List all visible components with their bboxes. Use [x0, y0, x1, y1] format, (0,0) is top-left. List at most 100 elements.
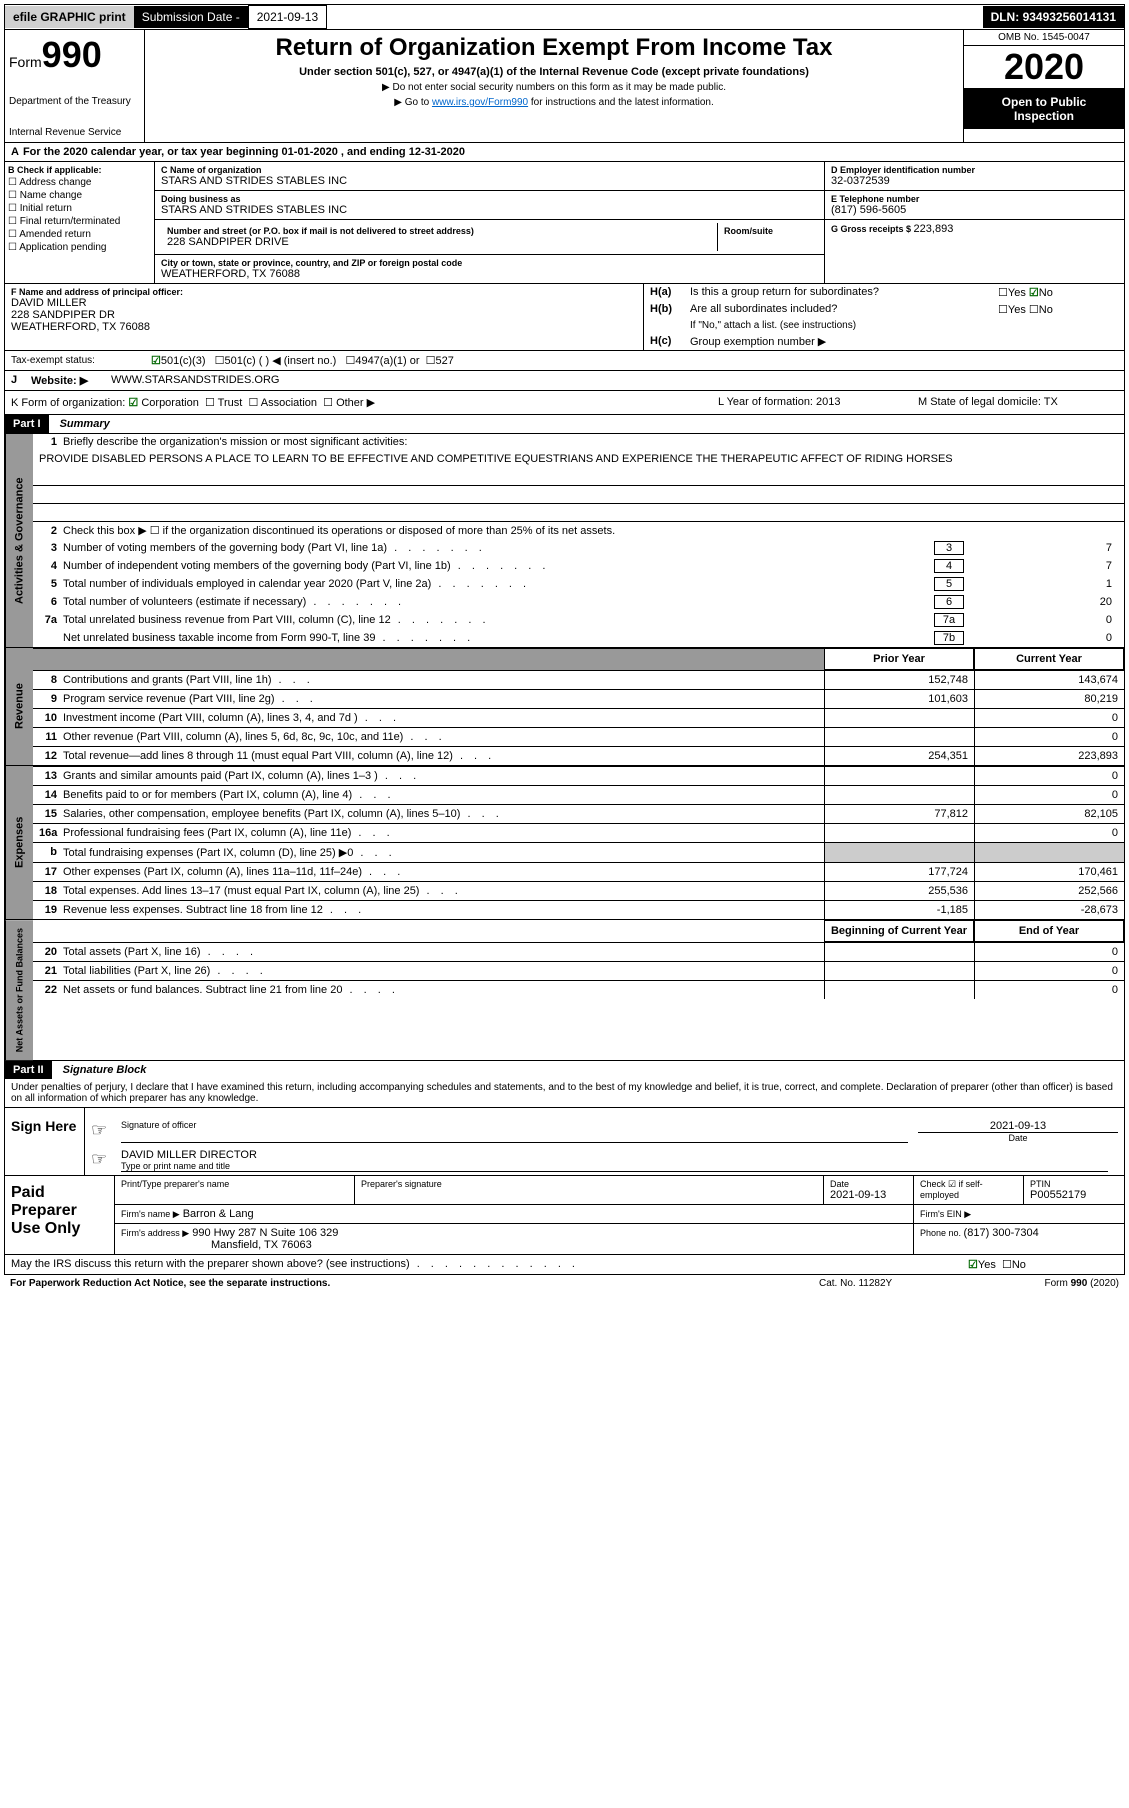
- summary-line: 6Total number of volunteers (estimate if…: [33, 593, 1124, 611]
- section-i-status: Tax-exempt status: ☑ 501(c)(3) ☐ 501(c) …: [5, 351, 1124, 370]
- form-main-title: Return of Organization Exempt From Incom…: [149, 34, 959, 62]
- expense-line: bTotal fundraising expenses (Part IX, co…: [33, 842, 1124, 862]
- section-h: H(a) Is this a group return for subordin…: [644, 284, 1124, 350]
- part-1-header: Part I: [5, 415, 49, 433]
- net-assets-line: 22Net assets or fund balances. Subtract …: [33, 980, 1124, 999]
- firm-addr1: 990 Hwy 287 N Suite 106 329: [192, 1227, 338, 1239]
- end-year-header: End of Year: [974, 920, 1124, 942]
- part-1-title: Summary: [52, 418, 110, 430]
- checkbox-final-return[interactable]: ☐ Final return/terminated: [8, 216, 151, 227]
- form-label: Form: [9, 54, 42, 70]
- ein-value: 32-0372539: [831, 175, 1118, 187]
- declaration-text: Under penalties of perjury, I declare th…: [5, 1079, 1124, 1107]
- org-street: 228 SANDPIPER DRIVE: [167, 236, 711, 248]
- section-k-l-m: K Form of organization: ☑ Corporation ☐ …: [4, 391, 1125, 415]
- expense-line: 15Salaries, other compensation, employee…: [33, 804, 1124, 823]
- expense-line: 19Revenue less expenses. Subtract line 1…: [33, 900, 1124, 919]
- sections-b-through-g: B Check if applicable: ☐ Address change …: [4, 162, 1125, 284]
- begin-year-header: Beginning of Current Year: [824, 920, 974, 942]
- gross-receipts: 223,893: [914, 223, 954, 235]
- irs-link[interactable]: www.irs.gov/Form990: [432, 97, 528, 108]
- org-city: WEATHERFORD, TX 76088: [161, 268, 818, 280]
- section-a-tax-year: AFor the 2020 calendar year, or tax year…: [4, 143, 1125, 162]
- ha-yes-no[interactable]: ☐Yes ☑No: [998, 286, 1118, 299]
- form-title-cell: Return of Organization Exempt From Incom…: [145, 30, 964, 142]
- summary-line: 7aTotal unrelated business revenue from …: [33, 611, 1124, 629]
- mission-text: PROVIDE DISABLED PERSONS A PLACE TO LEAR…: [33, 450, 1124, 468]
- checkbox-application-pending[interactable]: ☐ Application pending: [8, 242, 151, 253]
- form-number: 990: [42, 34, 102, 75]
- revenue-line: 12Total revenue—add lines 8 through 11 (…: [33, 746, 1124, 765]
- vert-label-expenses: Expenses: [5, 766, 33, 919]
- signature-field[interactable]: Signature of officer: [121, 1120, 908, 1143]
- check-icon: ☑: [151, 354, 161, 367]
- year-cell: OMB No. 1545-0047 2020 Open to Public In…: [964, 30, 1124, 142]
- submission-date-value: 2021-09-13: [248, 5, 327, 29]
- summary-line: 4Number of independent voting members of…: [33, 557, 1124, 575]
- checkbox-address-change[interactable]: ☐ Address change: [8, 177, 151, 188]
- expense-line: 18Total expenses. Add lines 13–17 (must …: [33, 881, 1124, 900]
- firm-addr2: Mansfield, TX 76063: [121, 1239, 907, 1251]
- firm-phone: (817) 300-7304: [964, 1227, 1039, 1239]
- part-2: Part II Signature Block Under penalties …: [4, 1061, 1125, 1275]
- expense-line: 16aProfessional fundraising fees (Part I…: [33, 823, 1124, 842]
- summary-line: Net unrelated business taxable income fr…: [33, 629, 1124, 647]
- revenue-line: 9Program service revenue (Part VIII, lin…: [33, 689, 1124, 708]
- dept-irs: Internal Revenue Service: [9, 127, 140, 138]
- self-employed-check[interactable]: Check ☑ if self-employed: [914, 1176, 1024, 1204]
- current-year-header: Current Year: [974, 648, 1124, 670]
- checkbox-amended-return[interactable]: ☐ Amended return: [8, 229, 151, 240]
- sig-date: 2021-09-13 Date: [918, 1120, 1118, 1143]
- officer-name: DAVID MILLER: [11, 297, 637, 309]
- checkbox-initial-return[interactable]: ☐ Initial return: [8, 203, 151, 214]
- efile-label: efile GRAPHIC print: [5, 6, 134, 28]
- sign-here-label: Sign Here: [5, 1108, 85, 1175]
- form-instr1: ▶ Do not enter social security numbers o…: [149, 82, 959, 93]
- part-2-title: Signature Block: [55, 1064, 147, 1076]
- summary-line: 3Number of voting members of the governi…: [33, 539, 1124, 557]
- net-assets-line: 21Total liabilities (Part X, line 26) . …: [33, 961, 1124, 980]
- vert-label-revenue: Revenue: [5, 648, 33, 765]
- form-header: Form990 Department of the Treasury Inter…: [4, 30, 1125, 143]
- dln-box: DLN: 93493256014131: [983, 6, 1124, 28]
- discuss-yes-no[interactable]: ☑Yes ☐No: [968, 1258, 1118, 1271]
- section-b-checkboxes: B Check if applicable: ☐ Address change …: [5, 162, 155, 283]
- form-number-cell: Form990 Department of the Treasury Inter…: [5, 30, 145, 142]
- open-public-badge: Open to Public Inspection: [964, 89, 1124, 129]
- expense-line: 14Benefits paid to or for members (Part …: [33, 785, 1124, 804]
- vert-label-net: Net Assets or Fund Balances: [5, 920, 33, 1060]
- expense-line: 17Other expenses (Part IX, column (A), l…: [33, 862, 1124, 881]
- phone-value: (817) 596-5605: [831, 204, 1118, 216]
- hb-yes-no[interactable]: ☐Yes ☐No: [998, 303, 1118, 316]
- org-name: STARS AND STRIDES STABLES INC: [161, 175, 818, 187]
- section-k-form-org: K Form of organization: ☑ Corporation ☐ …: [11, 396, 718, 409]
- firm-name: Barron & Lang: [183, 1208, 254, 1220]
- section-i-j-row: Tax-exempt status: ☑ 501(c)(3) ☐ 501(c) …: [4, 351, 1125, 391]
- sections-d-e-g: D Employer identification number 32-0372…: [824, 162, 1124, 283]
- revenue-line: 8Contributions and grants (Part VIII, li…: [33, 670, 1124, 689]
- form-subtitle: Under section 501(c), 527, or 4947(a)(1)…: [149, 66, 959, 78]
- section-c-name-address: C Name of organization STARS AND STRIDES…: [155, 162, 824, 283]
- officer-addr2: WEATHERFORD, TX 76088: [11, 321, 637, 333]
- name-title-field: DAVID MILLER DIRECTOR Type or print name…: [121, 1149, 1108, 1172]
- summary-line: 5Total number of individuals employed in…: [33, 575, 1124, 593]
- prior-year-header: Prior Year: [824, 648, 974, 670]
- discuss-question: May the IRS discuss this return with the…: [11, 1258, 968, 1271]
- section-l-year: L Year of formation: 2013: [718, 396, 918, 409]
- section-f-officer: F Name and address of principal officer:…: [5, 284, 644, 350]
- form-instr2: ▶ Go to www.irs.gov/Form990 for instruct…: [149, 97, 959, 108]
- submission-date-label: Submission Date -: [134, 6, 248, 28]
- officer-addr1: 228 SANDPIPER DR: [11, 309, 637, 321]
- checkbox-name-change[interactable]: ☐ Name change: [8, 190, 151, 201]
- section-f-h-row: F Name and address of principal officer:…: [4, 284, 1125, 351]
- net-assets-line: 20Total assets (Part X, line 16) . . . .…: [33, 942, 1124, 961]
- paid-preparer-label: Paid Preparer Use Only: [5, 1176, 115, 1254]
- section-m-state: M State of legal domicile: TX: [918, 396, 1118, 409]
- part-2-header: Part II: [5, 1061, 52, 1079]
- efile-header-bar: efile GRAPHIC print Submission Date - 20…: [4, 4, 1125, 30]
- ptin-value: P00552179: [1030, 1189, 1118, 1201]
- revenue-line: 11Other revenue (Part VIII, column (A), …: [33, 727, 1124, 746]
- revenue-line: 10Investment income (Part VIII, column (…: [33, 708, 1124, 727]
- website-value: WWW.STARSANDSTRIDES.ORG: [111, 374, 279, 387]
- vert-label-activities: Activities & Governance: [5, 434, 33, 647]
